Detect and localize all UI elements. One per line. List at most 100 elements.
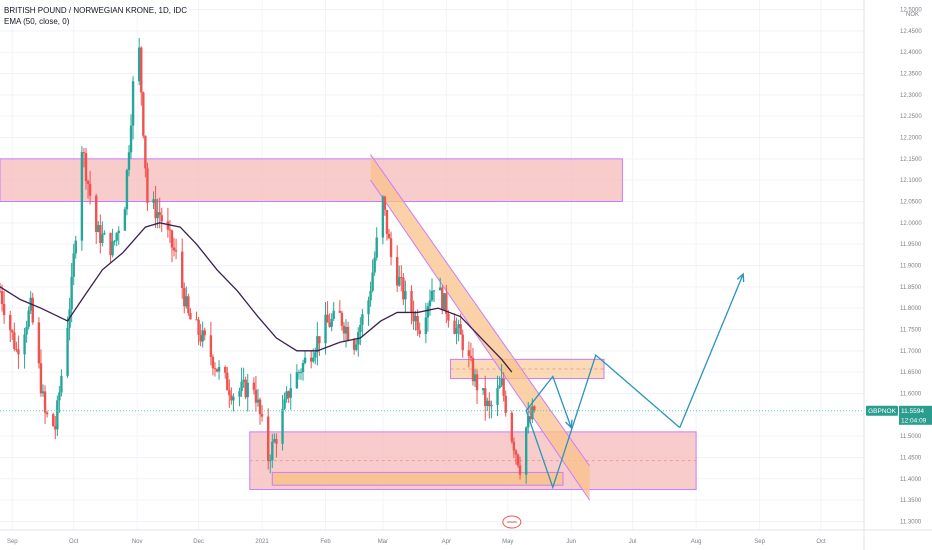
candle-body bbox=[299, 371, 303, 373]
candle-body bbox=[531, 406, 534, 420]
candle-body bbox=[131, 81, 135, 126]
candle-body bbox=[152, 199, 155, 203]
projection-arrow-head-alt bbox=[565, 419, 573, 430]
candle-body bbox=[31, 297, 34, 323]
indicator-label[interactable]: EMA (50, close, 0) bbox=[4, 17, 70, 26]
candle-body bbox=[484, 388, 487, 406]
price-tick-label: 12.3500 bbox=[900, 72, 922, 78]
resistance-zone bbox=[0, 158, 623, 203]
candle-body bbox=[498, 385, 501, 389]
candle-body bbox=[416, 315, 419, 331]
price-tick-label: 12.0000 bbox=[900, 221, 922, 227]
candle-body bbox=[295, 372, 299, 389]
candle-body bbox=[418, 330, 421, 334]
candle-body bbox=[314, 352, 317, 358]
candle-body bbox=[27, 310, 30, 327]
candle-body bbox=[9, 315, 12, 331]
price-tick-label: 11.8500 bbox=[900, 285, 922, 291]
candle-body bbox=[481, 388, 485, 391]
candle-body bbox=[398, 277, 401, 286]
candle-body bbox=[39, 363, 43, 394]
candle-body bbox=[404, 290, 407, 300]
time-tick-label: Aug bbox=[691, 539, 702, 545]
candle-body bbox=[430, 290, 434, 301]
candle-body bbox=[115, 233, 118, 241]
candle-body bbox=[201, 330, 204, 342]
candle-body bbox=[238, 391, 241, 397]
candle-body bbox=[361, 314, 364, 325]
candle-body bbox=[138, 47, 141, 82]
candle-body bbox=[224, 367, 227, 373]
price-tick-label: 11.7500 bbox=[900, 327, 922, 333]
candle-body bbox=[84, 153, 88, 181]
candle-body bbox=[271, 441, 274, 461]
candle-body bbox=[168, 229, 172, 231]
candle-body bbox=[297, 372, 301, 374]
price-tag[interactable]: GBPNOK 11.5594 12:04:09 bbox=[866, 405, 932, 425]
price-tag-countdown: 12:04:09 bbox=[901, 417, 927, 424]
candle-body bbox=[166, 221, 170, 230]
candle-body bbox=[187, 296, 190, 313]
candle-body bbox=[146, 168, 149, 203]
time-tick-label: Nov bbox=[132, 539, 143, 545]
candle-body bbox=[455, 328, 458, 334]
candle-body bbox=[510, 412, 514, 442]
currency-label: NOK bbox=[906, 12, 919, 18]
candle-body bbox=[226, 372, 229, 391]
candle-body bbox=[432, 290, 436, 292]
price-tick-label: 11.5000 bbox=[900, 434, 922, 440]
price-tick-label: 11.8000 bbox=[900, 306, 922, 312]
candle-body bbox=[312, 357, 315, 362]
price-tick-label: 12.1500 bbox=[900, 157, 922, 163]
price-tag-symbol-box bbox=[866, 405, 898, 416]
time-tick-label: Dec bbox=[193, 539, 204, 545]
candle-body bbox=[195, 319, 198, 321]
time-tick-label: May bbox=[502, 539, 513, 545]
time-tick-label: Sep bbox=[754, 539, 765, 545]
price-tick-label: 12.2500 bbox=[900, 114, 922, 120]
candle-body bbox=[524, 427, 528, 475]
candle-body bbox=[232, 396, 235, 401]
candle-body bbox=[383, 196, 387, 210]
candle-body bbox=[514, 450, 518, 455]
candle-body bbox=[99, 225, 102, 244]
candle-body bbox=[109, 232, 112, 256]
candle-body bbox=[301, 362, 305, 372]
time-tick-label: Oct bbox=[816, 539, 826, 545]
price-tag-price: 11.5594 bbox=[901, 408, 924, 415]
candle-body bbox=[156, 212, 159, 219]
candle-body bbox=[453, 320, 456, 334]
candle-body bbox=[72, 253, 75, 277]
candle-body bbox=[287, 391, 290, 398]
candle-body bbox=[95, 195, 98, 233]
candle-body bbox=[260, 414, 264, 417]
projection-arrow-head-target bbox=[736, 272, 745, 283]
support-inner-band bbox=[271, 471, 564, 486]
candle-body bbox=[215, 368, 219, 372]
candle-body bbox=[228, 390, 231, 396]
candle-body bbox=[443, 293, 446, 310]
candle-body bbox=[457, 324, 460, 329]
price-tick-label: 11.4500 bbox=[900, 455, 922, 461]
time-tick-label: 2021 bbox=[255, 539, 269, 545]
candle-body bbox=[424, 317, 428, 334]
projection-path-target bbox=[679, 273, 744, 428]
time-tick-label: Jun bbox=[566, 539, 576, 545]
candle-body bbox=[254, 389, 258, 403]
price-tag-symbol: GBPNOK bbox=[868, 408, 896, 415]
candle-body bbox=[512, 441, 516, 451]
candle-body bbox=[15, 349, 18, 351]
candle-body bbox=[502, 378, 505, 396]
candle-body bbox=[414, 315, 417, 322]
candle-body bbox=[129, 125, 133, 153]
candle-body bbox=[316, 336, 319, 353]
candle-body bbox=[142, 92, 145, 136]
candle-body bbox=[66, 327, 69, 376]
candle-body bbox=[355, 344, 358, 350]
candle-body bbox=[189, 312, 192, 320]
candle-body bbox=[318, 336, 321, 344]
price-tick-label: 11.6500 bbox=[900, 370, 922, 376]
candle-body bbox=[303, 357, 307, 363]
candle-body bbox=[0, 291, 2, 293]
